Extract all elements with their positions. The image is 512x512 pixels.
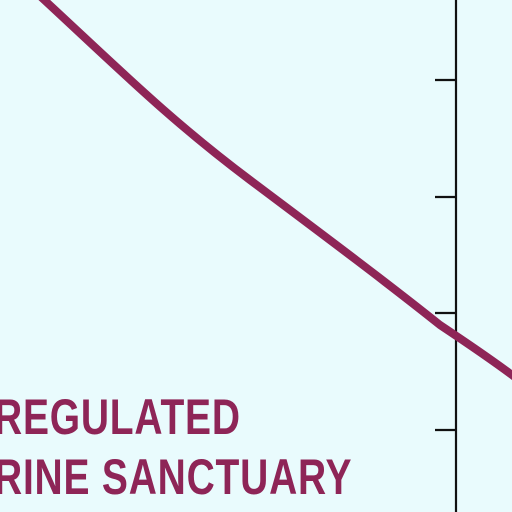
zone-label-line-2: RINE SANCTUARY <box>0 449 353 505</box>
zone-label-line-1: REGULATED <box>0 389 241 445</box>
sanctuary-boundary-line <box>38 0 512 380</box>
